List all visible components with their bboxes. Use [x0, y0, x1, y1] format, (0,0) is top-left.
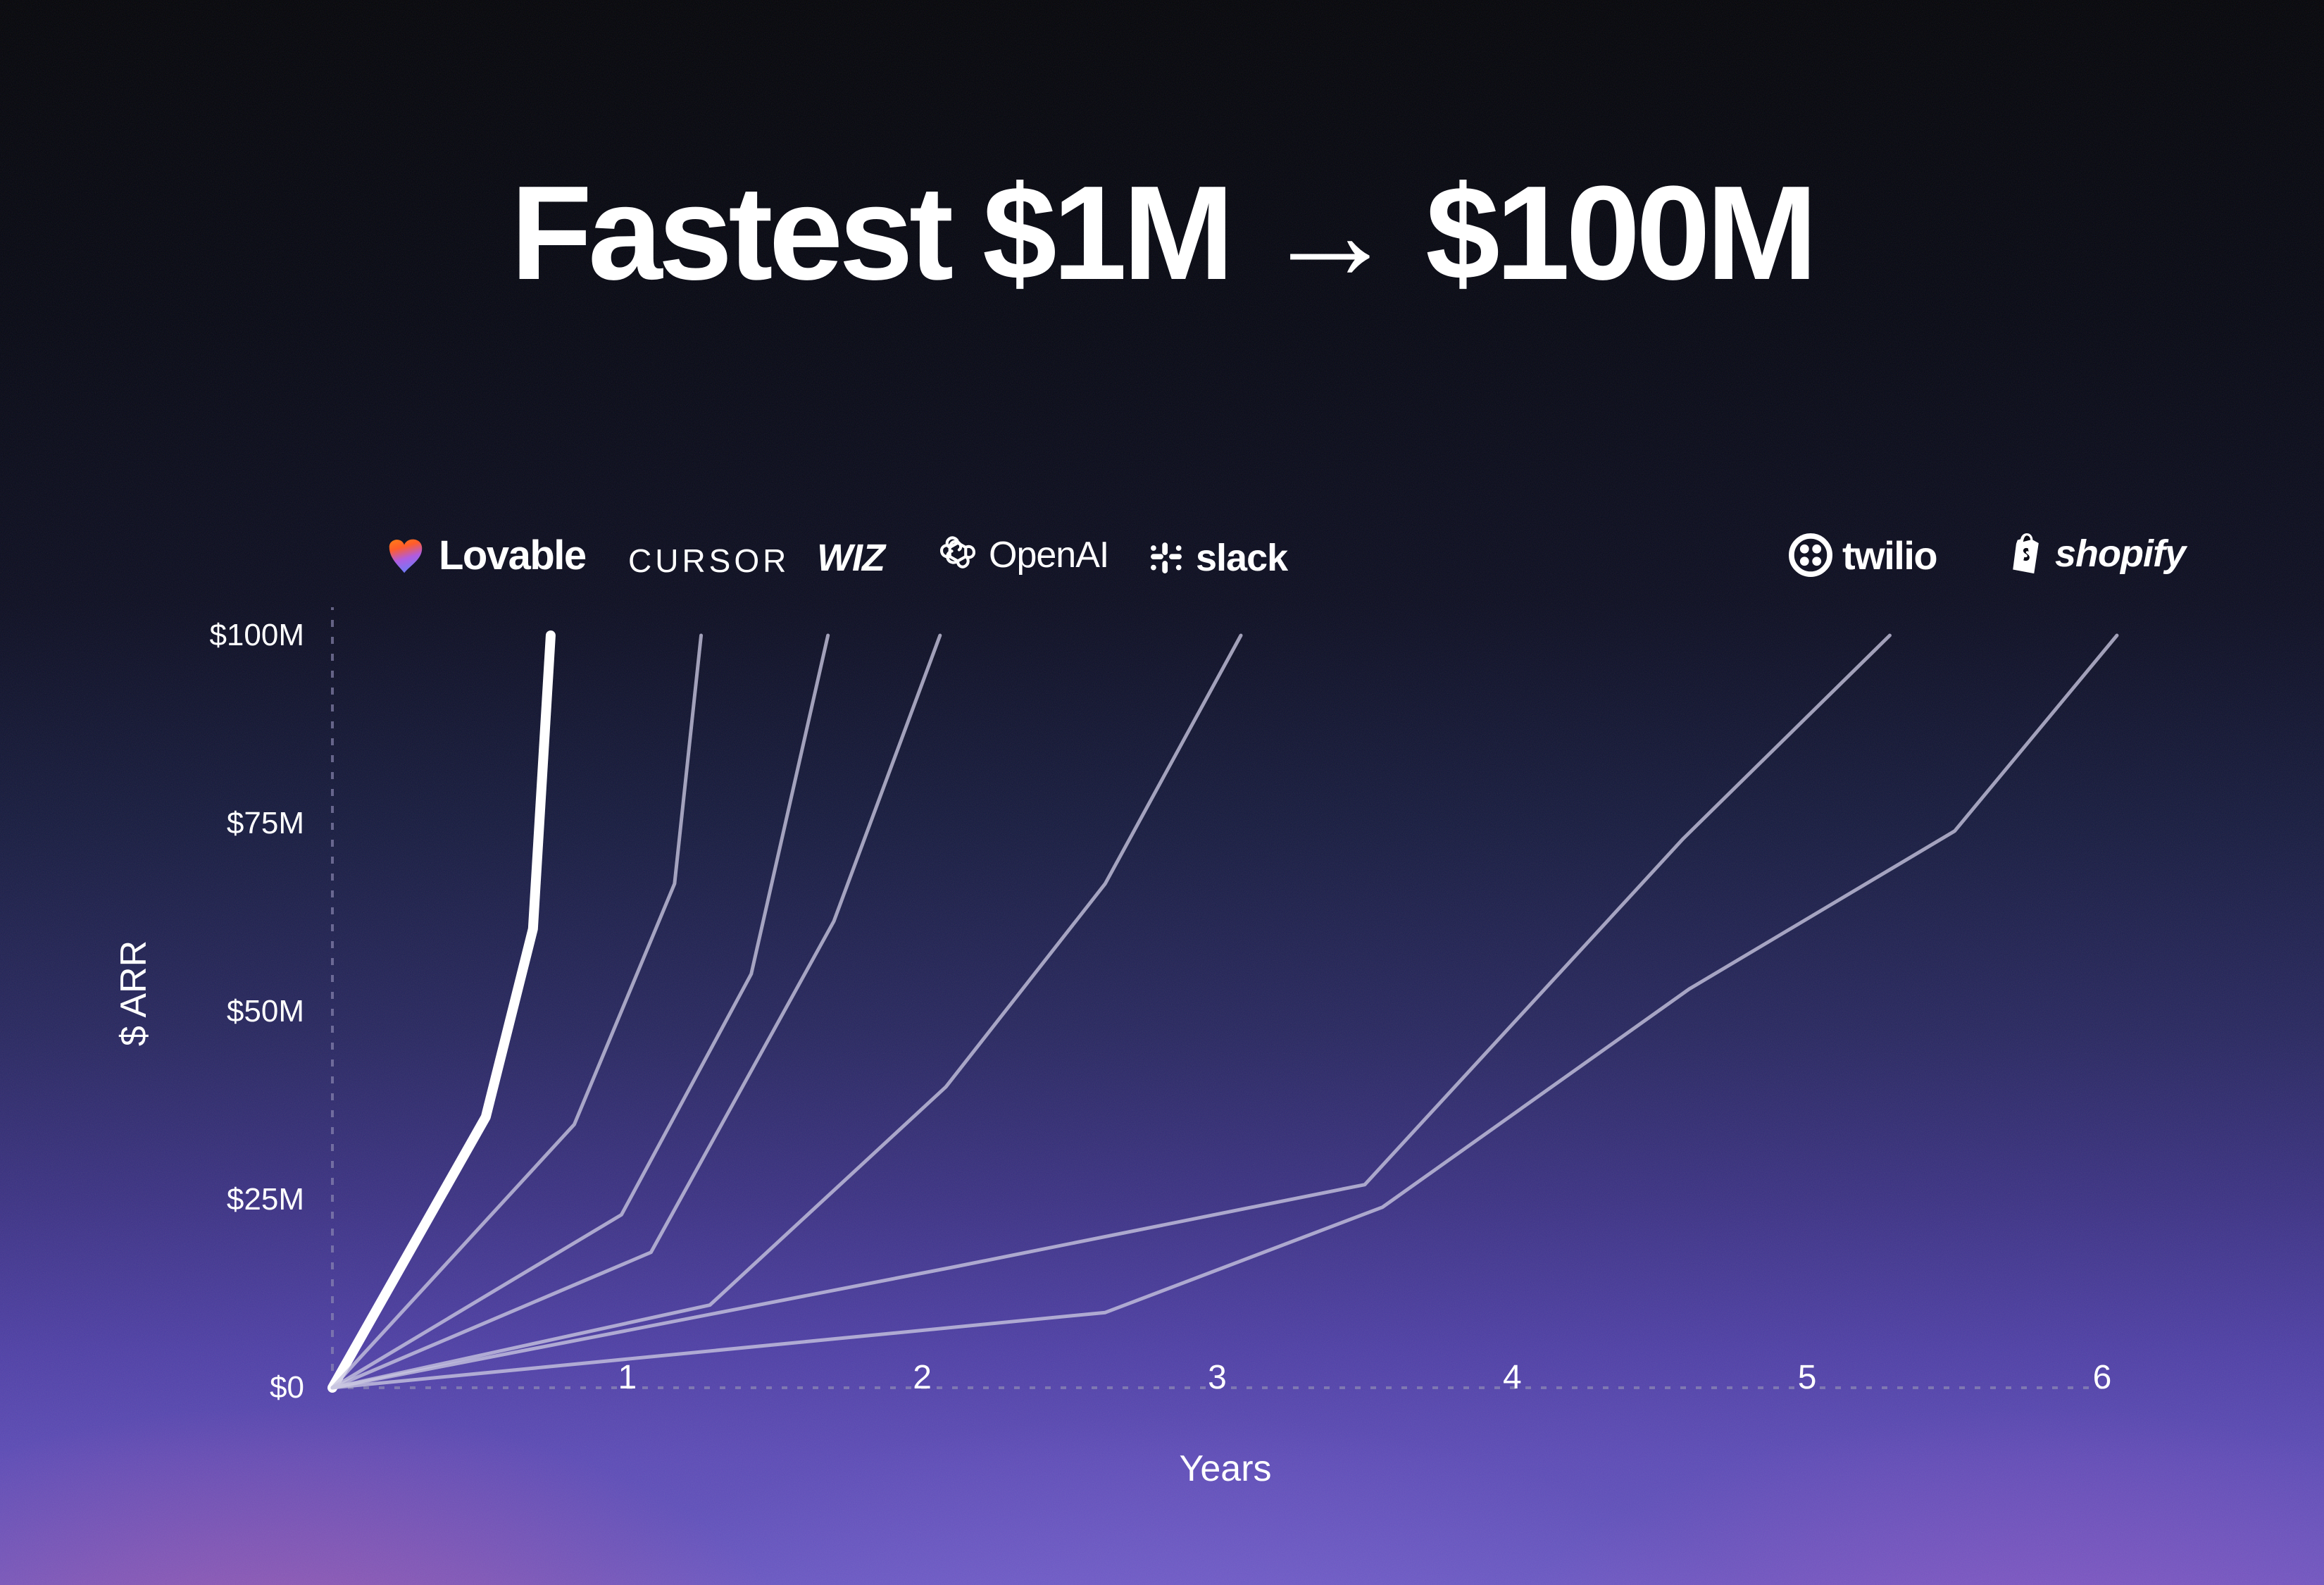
legend-item-openai[interactable]: OpenAI — [937, 530, 1109, 580]
series-line-lovable[interactable] — [327, 630, 556, 1393]
lovable-heart-icon — [389, 539, 423, 573]
legend-item-lovable[interactable]: Lovable — [384, 530, 587, 580]
grid-layer — [331, 607, 2102, 1389]
legend-label-shopify: shopify — [2055, 533, 2186, 575]
series-line-slack[interactable] — [330, 633, 1243, 1390]
legend-item-cursor[interactable]: CURSOR — [628, 535, 789, 586]
legend-label-slack: slack — [1196, 537, 1288, 579]
legend-label-openai: OpenAI — [989, 535, 1109, 576]
legend-label-lovable: Lovable — [439, 532, 587, 578]
legend-label-wiz: WIZ — [817, 537, 885, 579]
slack-hash-icon — [1151, 542, 1182, 573]
series-lines-layer — [327, 630, 2119, 1393]
legend-item-wiz[interactable]: WIZ ✦ — [817, 533, 2324, 583]
openai-knot-icon — [939, 536, 976, 568]
legend-item-twilio[interactable]: twilio — [1789, 530, 1938, 580]
series-line-wiz[interactable] — [330, 633, 830, 1390]
series-line-openai[interactable] — [330, 633, 942, 1390]
legend-label-cursor: CURSOR — [628, 542, 790, 579]
y-axis-title: $ ARR — [113, 940, 154, 1047]
page-title: Fastest $1M → $100M — [510, 158, 1818, 308]
legend-item-shopify[interactable]: shopify — [2007, 528, 2186, 579]
legend-item-slack[interactable]: slack — [1148, 533, 1288, 583]
series-line-twilio[interactable] — [330, 633, 1892, 1390]
series-line-cursor[interactable] — [330, 633, 704, 1390]
legend-label-twilio: twilio — [1842, 533, 1938, 578]
x-axis-title: Years — [1179, 1448, 1272, 1489]
twilio-dots-icon — [1789, 533, 1832, 577]
series-line-shopify[interactable] — [330, 633, 2119, 1390]
shopify-bag-icon — [2013, 533, 2039, 574]
